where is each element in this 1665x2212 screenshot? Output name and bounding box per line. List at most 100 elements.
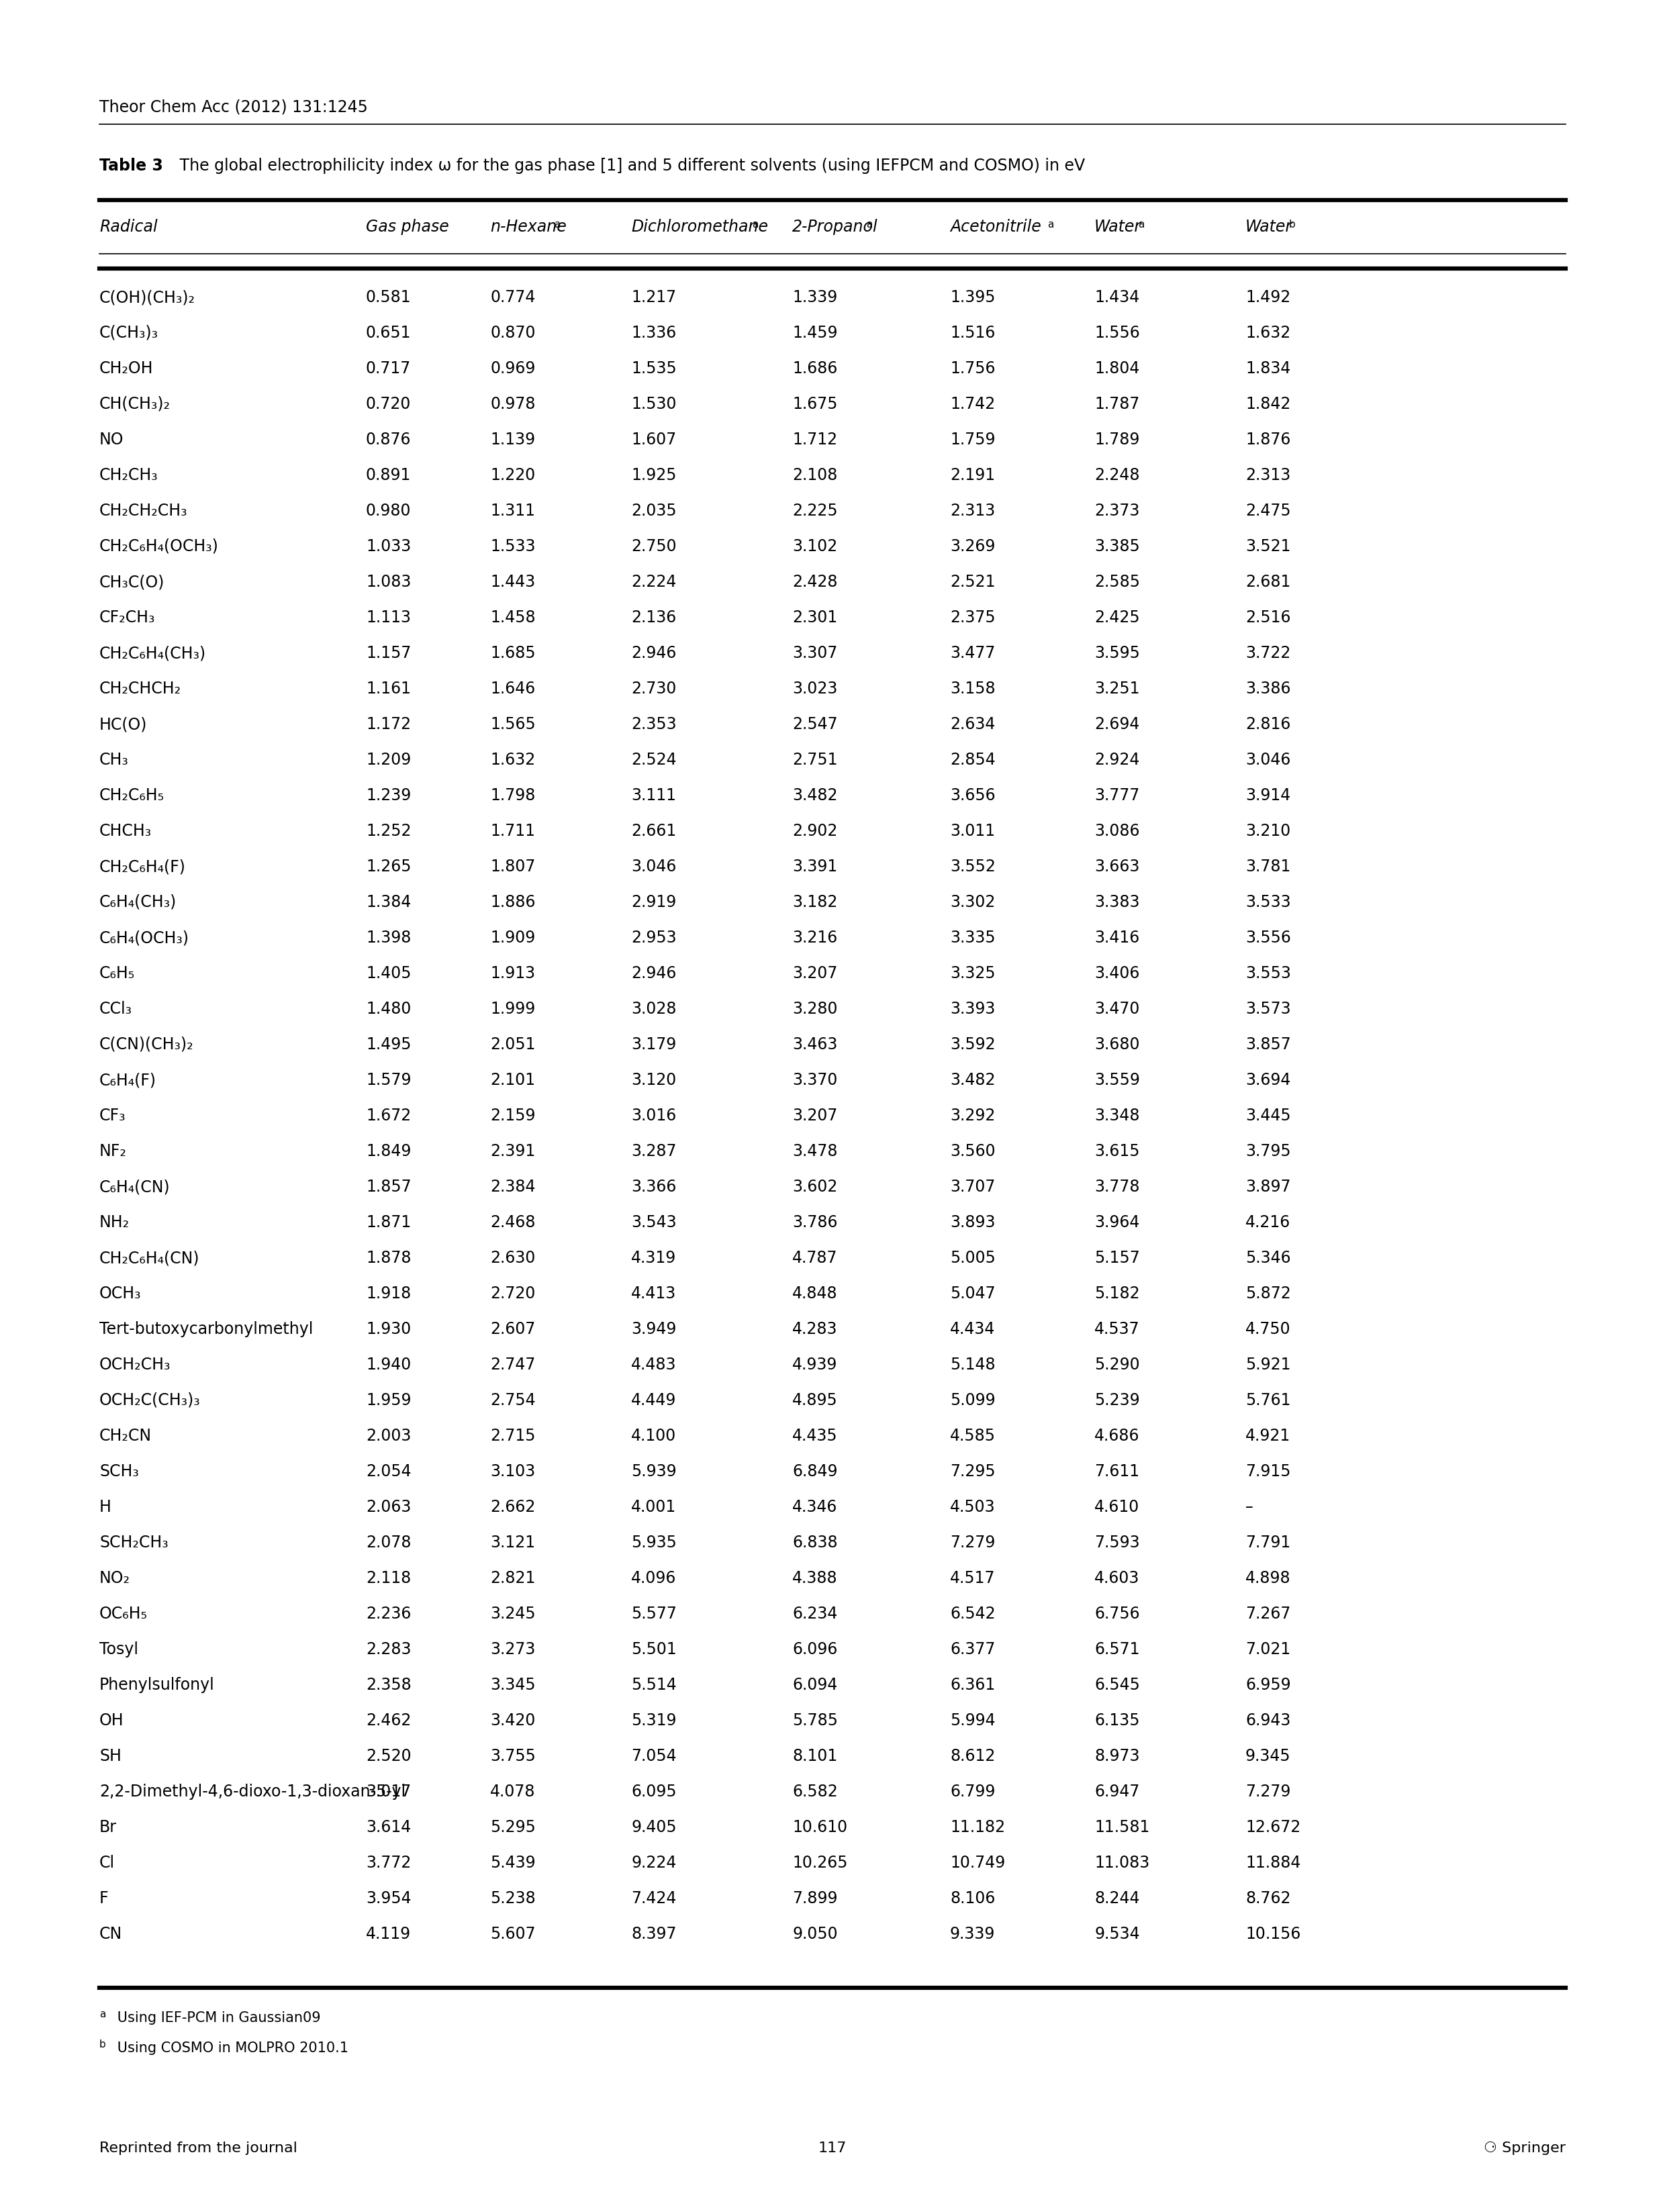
Text: CH₂CH₂CH₃: CH₂CH₂CH₃ bbox=[100, 502, 188, 520]
Text: a: a bbox=[554, 219, 559, 230]
Text: 2.384: 2.384 bbox=[490, 1179, 536, 1194]
Text: C₆H₄(CH₃): C₆H₄(CH₃) bbox=[100, 894, 176, 911]
Text: 3.553: 3.553 bbox=[1245, 964, 1290, 982]
Text: SCH₂CH₃: SCH₂CH₃ bbox=[100, 1535, 168, 1551]
Text: 7.021: 7.021 bbox=[1245, 1641, 1290, 1657]
Text: 6.582: 6.582 bbox=[793, 1783, 837, 1801]
Text: Cl: Cl bbox=[100, 1856, 115, 1871]
Text: CH₂C₆H₅: CH₂C₆H₅ bbox=[100, 787, 165, 803]
Text: 8.106: 8.106 bbox=[951, 1891, 996, 1907]
Text: 5.319: 5.319 bbox=[631, 1712, 676, 1728]
Text: CF₃: CF₃ bbox=[100, 1108, 127, 1124]
Text: 3.028: 3.028 bbox=[631, 1002, 676, 1018]
Text: 3.210: 3.210 bbox=[1245, 823, 1290, 838]
Text: 4.096: 4.096 bbox=[631, 1571, 676, 1586]
Text: 6.545: 6.545 bbox=[1094, 1677, 1141, 1692]
Text: 3.595: 3.595 bbox=[1094, 646, 1141, 661]
Text: 1.339: 1.339 bbox=[793, 290, 837, 305]
Text: 8.612: 8.612 bbox=[951, 1747, 996, 1765]
Text: 3.615: 3.615 bbox=[1094, 1144, 1139, 1159]
Text: 4.449: 4.449 bbox=[631, 1391, 676, 1409]
Text: 1.878: 1.878 bbox=[366, 1250, 411, 1265]
Text: 3.158: 3.158 bbox=[951, 681, 996, 697]
Text: 3.046: 3.046 bbox=[631, 858, 676, 874]
Text: 1.807: 1.807 bbox=[490, 858, 536, 874]
Text: 1.913: 1.913 bbox=[490, 964, 534, 982]
Text: 2.902: 2.902 bbox=[793, 823, 837, 838]
Text: Acetonitrile: Acetonitrile bbox=[951, 219, 1041, 234]
Text: 4.921: 4.921 bbox=[1245, 1429, 1290, 1444]
Text: 3.560: 3.560 bbox=[951, 1144, 996, 1159]
Text: 1.834: 1.834 bbox=[1245, 361, 1290, 376]
Text: 4.078: 4.078 bbox=[490, 1783, 536, 1801]
Text: 2.425: 2.425 bbox=[1094, 611, 1141, 626]
Text: 3.781: 3.781 bbox=[1245, 858, 1290, 874]
Text: C(CH₃)₃: C(CH₃)₃ bbox=[100, 325, 158, 341]
Text: 2.821: 2.821 bbox=[490, 1571, 536, 1586]
Text: 11.182: 11.182 bbox=[951, 1818, 1006, 1836]
Text: 2.661: 2.661 bbox=[631, 823, 676, 838]
Text: SH: SH bbox=[100, 1747, 122, 1765]
Text: NO: NO bbox=[100, 431, 123, 447]
Text: CH₂C₆H₄(CH₃): CH₂C₆H₄(CH₃) bbox=[100, 646, 206, 661]
Text: CH₃C(O): CH₃C(O) bbox=[100, 573, 165, 591]
Text: 1.535: 1.535 bbox=[631, 361, 676, 376]
Text: Using COSMO in MOLPRO 2010.1: Using COSMO in MOLPRO 2010.1 bbox=[113, 2042, 348, 2055]
Text: 1.398: 1.398 bbox=[366, 929, 411, 947]
Text: 3.543: 3.543 bbox=[631, 1214, 676, 1230]
Text: 3.207: 3.207 bbox=[793, 1108, 837, 1124]
Text: 4.939: 4.939 bbox=[793, 1356, 837, 1374]
Text: 2.283: 2.283 bbox=[366, 1641, 411, 1657]
Text: 3.307: 3.307 bbox=[793, 646, 837, 661]
Text: 0.969: 0.969 bbox=[490, 361, 536, 376]
Text: 2.720: 2.720 bbox=[490, 1285, 536, 1301]
Text: 3.121: 3.121 bbox=[490, 1535, 534, 1551]
Text: CH₂OH: CH₂OH bbox=[100, 361, 153, 376]
Text: 2.694: 2.694 bbox=[1094, 717, 1139, 732]
Text: 1.842: 1.842 bbox=[1245, 396, 1290, 411]
Text: 3.470: 3.470 bbox=[1094, 1002, 1139, 1018]
Text: 3.482: 3.482 bbox=[951, 1073, 996, 1088]
Text: 3.120: 3.120 bbox=[631, 1073, 676, 1088]
Text: 3.182: 3.182 bbox=[793, 894, 837, 911]
Text: 1.959: 1.959 bbox=[366, 1391, 411, 1409]
Text: 3.023: 3.023 bbox=[793, 681, 837, 697]
Text: Tosyl: Tosyl bbox=[100, 1641, 138, 1657]
Text: 3.385: 3.385 bbox=[1094, 538, 1141, 555]
Text: C₆H₄(OCH₃): C₆H₄(OCH₃) bbox=[100, 929, 190, 947]
Text: 117: 117 bbox=[818, 2141, 847, 2154]
Text: 3.463: 3.463 bbox=[793, 1037, 837, 1053]
Text: Br: Br bbox=[100, 1818, 117, 1836]
Text: 7.295: 7.295 bbox=[951, 1464, 996, 1480]
Text: 3.416: 3.416 bbox=[1094, 929, 1139, 947]
Text: 2.521: 2.521 bbox=[951, 573, 996, 591]
Text: CH₃: CH₃ bbox=[100, 752, 128, 768]
Text: 3.614: 3.614 bbox=[366, 1818, 411, 1836]
Text: 2.816: 2.816 bbox=[1245, 717, 1290, 732]
Text: 11.884: 11.884 bbox=[1245, 1856, 1300, 1871]
Text: 1.686: 1.686 bbox=[793, 361, 837, 376]
Text: 5.439: 5.439 bbox=[490, 1856, 536, 1871]
Text: 1.711: 1.711 bbox=[490, 823, 534, 838]
Text: 5.157: 5.157 bbox=[1094, 1250, 1141, 1265]
Text: 2.854: 2.854 bbox=[951, 752, 996, 768]
Text: 4.750: 4.750 bbox=[1245, 1321, 1290, 1338]
Text: 9.345: 9.345 bbox=[1245, 1747, 1290, 1765]
Text: 8.397: 8.397 bbox=[631, 1927, 676, 1942]
Text: 1.217: 1.217 bbox=[631, 290, 676, 305]
Text: 2.358: 2.358 bbox=[366, 1677, 411, 1692]
Text: NF₂: NF₂ bbox=[100, 1144, 127, 1159]
Text: 1.220: 1.220 bbox=[490, 467, 534, 484]
Text: 2.607: 2.607 bbox=[490, 1321, 536, 1338]
Text: 3.179: 3.179 bbox=[631, 1037, 676, 1053]
Text: 2.035: 2.035 bbox=[631, 502, 676, 520]
Text: 3.325: 3.325 bbox=[951, 964, 996, 982]
Text: 8.973: 8.973 bbox=[1094, 1747, 1139, 1765]
Text: 2.547: 2.547 bbox=[793, 717, 837, 732]
Text: 6.799: 6.799 bbox=[951, 1783, 996, 1801]
Text: 6.542: 6.542 bbox=[951, 1606, 996, 1621]
Text: 9.534: 9.534 bbox=[1094, 1927, 1141, 1942]
Text: 1.157: 1.157 bbox=[366, 646, 411, 661]
Text: 2.520: 2.520 bbox=[366, 1747, 411, 1765]
Text: 2.191: 2.191 bbox=[951, 467, 996, 484]
